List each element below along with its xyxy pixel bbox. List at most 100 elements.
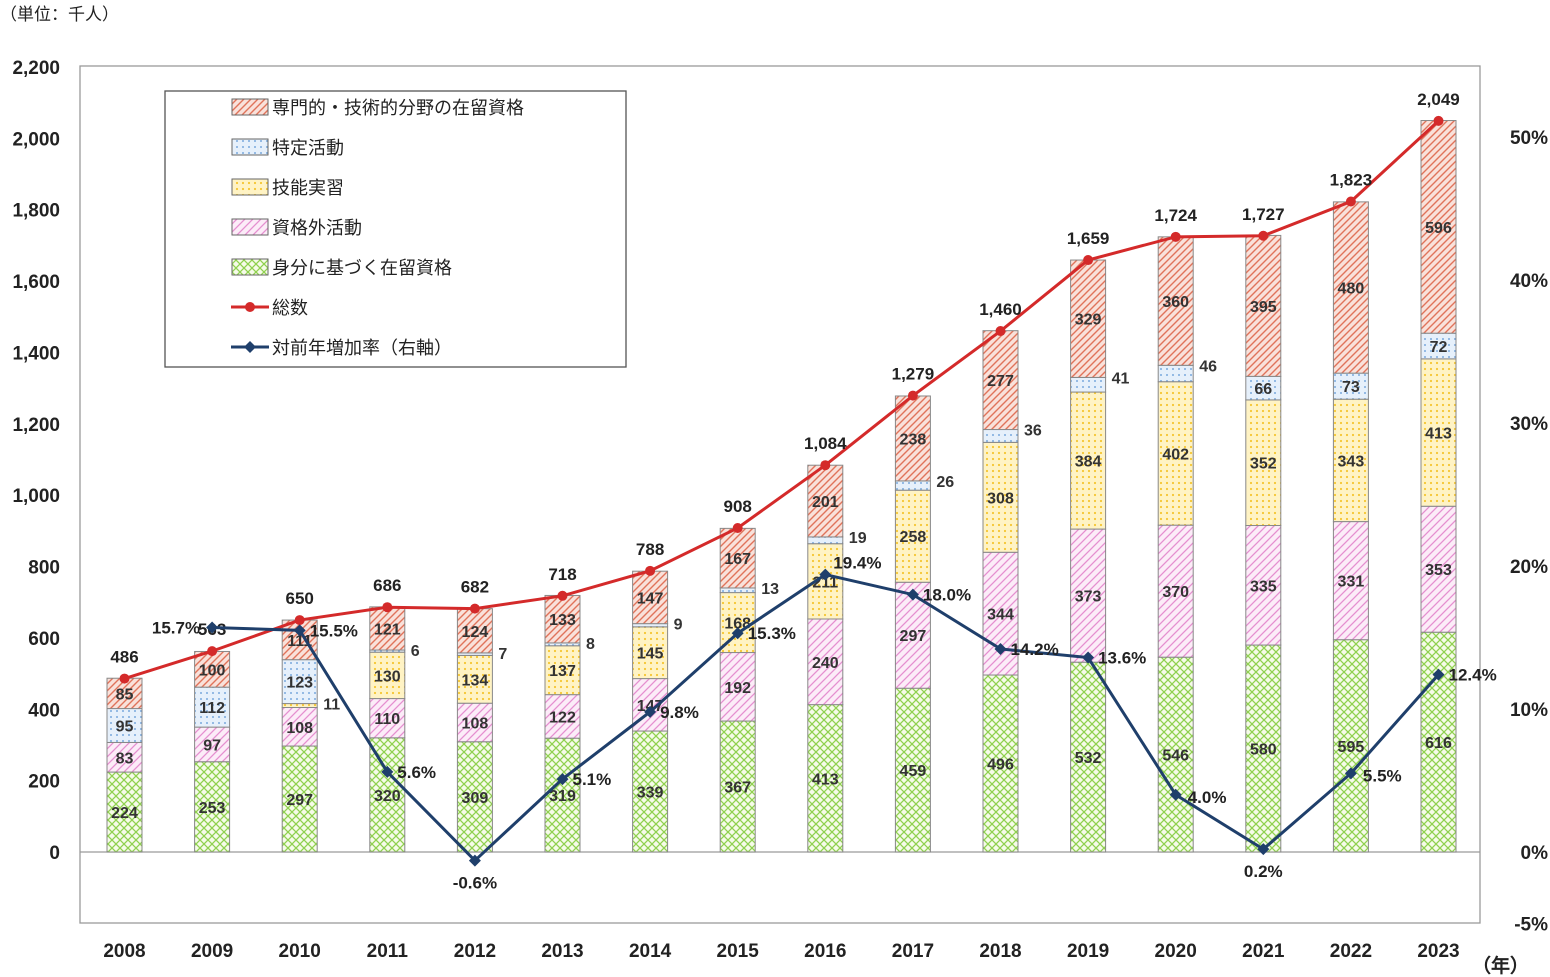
segment-label: 373	[1075, 589, 1102, 606]
segment-label: 335	[1250, 578, 1277, 595]
rate-point	[1169, 788, 1182, 801]
bar-segment	[894, 480, 931, 491]
segment-label: 124	[462, 624, 489, 641]
bar-segment	[544, 645, 581, 696]
x-tick-label: 2022	[1330, 941, 1372, 962]
rate-point	[1082, 651, 1095, 664]
legend-swatch	[231, 218, 269, 236]
segment-label: 309	[462, 790, 489, 807]
segment-label: 616	[1425, 735, 1452, 752]
bar-segment	[1157, 236, 1194, 366]
segment-label: 352	[1250, 456, 1277, 473]
rate-point	[468, 854, 481, 867]
y-tick-label: 400	[28, 700, 60, 721]
bar-segment	[369, 651, 406, 700]
segment-label: 100	[199, 662, 226, 679]
bar-segment	[1245, 525, 1282, 646]
rate-point	[906, 588, 919, 601]
segment-label: 459	[900, 763, 927, 780]
segment-label: 353	[1425, 562, 1452, 579]
x-tick-label: 2012	[454, 941, 496, 962]
y-axis-left: 0 200 400 600 800 1,000 1,200 1,400 1,600 1,800 2,…	[12, 58, 60, 864]
rate-label: 0.2%	[1244, 862, 1283, 881]
bar-segment	[1157, 524, 1194, 658]
rate-point	[1257, 843, 1270, 856]
bar-segment	[1332, 639, 1369, 853]
segment-label: 26	[936, 474, 954, 491]
segment-label: 145	[637, 646, 664, 663]
total-label: 1,823	[1330, 171, 1373, 190]
bar-segment	[982, 674, 1019, 853]
total-label: 682	[461, 578, 489, 597]
segment-label: 19	[849, 530, 867, 547]
x-axis: 2008 2009 2010 2011 2012 2013 2014 2015 2016 2017…	[103, 941, 1459, 962]
bar-segment	[719, 527, 756, 589]
bar-segment	[1332, 521, 1369, 641]
segment-label: 147	[637, 590, 664, 607]
segment-label: 13	[761, 581, 779, 598]
rate-label: 18.0%	[923, 586, 971, 605]
total-label: 718	[548, 565, 576, 584]
rate-label: 12.4%	[1449, 666, 1497, 685]
total-point	[1170, 231, 1181, 242]
total-point	[732, 523, 743, 534]
segment-label: 97	[203, 737, 221, 754]
bar-segment	[281, 659, 318, 705]
rate-label: 15.7%	[152, 618, 200, 637]
unit-label: （単位：千人）	[0, 5, 119, 25]
bar-segment	[632, 626, 669, 680]
segment-label: 343	[1338, 453, 1365, 470]
rate-label: 4.0%	[1188, 788, 1227, 807]
bar-segment	[632, 730, 669, 853]
legend-label: 総数	[272, 298, 308, 319]
bar-segment	[1332, 398, 1369, 523]
total-point	[294, 615, 305, 626]
rate-label: -0.6%	[453, 874, 497, 893]
legend-label: 専門的・技術的分野の在留資格	[272, 98, 524, 119]
bar-segment	[982, 429, 1019, 443]
x-tick-label: 2016	[804, 941, 846, 962]
total-label: 1,724	[1154, 206, 1197, 225]
bar-segment	[1332, 201, 1369, 374]
rate-point	[381, 765, 394, 778]
segment-labels: 2248395852539711210029710811123111320110…	[111, 220, 1452, 822]
segment-label: 384	[1075, 454, 1102, 471]
segment-label: 413	[1425, 426, 1452, 443]
segment-label: 413	[812, 771, 839, 788]
segment-label: 329	[1075, 312, 1102, 329]
bar-segment	[1157, 364, 1194, 383]
legend-label: 身分に基づく在留資格	[272, 258, 452, 279]
total-line: 4865636506866827187889081,0841,2791,4601…	[110, 90, 1460, 684]
y-tick-label: 2,000	[12, 129, 60, 150]
segment-label: 110	[374, 711, 400, 728]
rate-point	[1344, 767, 1357, 780]
rate-label: 5.6%	[397, 763, 436, 782]
total-point	[1433, 115, 1444, 126]
segment-label: 319	[549, 788, 576, 805]
rate-point	[994, 642, 1007, 655]
segment-label: 66	[1254, 381, 1272, 398]
bar-segment	[194, 726, 231, 763]
segment-label: 238	[900, 431, 927, 448]
y-tick-label: 1,600	[12, 272, 60, 293]
segment-label: 308	[987, 490, 1014, 507]
total-point	[469, 603, 480, 614]
legend-marker	[244, 341, 256, 353]
total-label: 908	[724, 497, 752, 516]
segment-label: 496	[987, 757, 1014, 774]
segment-label: 121	[374, 621, 401, 638]
y-tick-label: 1,800	[12, 201, 60, 222]
bar-segment	[894, 489, 931, 583]
segment-label: 108	[462, 715, 489, 732]
rate-point	[556, 773, 569, 786]
segment-label: 402	[1162, 446, 1189, 463]
rate-point	[819, 568, 832, 581]
segment-label: 8	[586, 636, 595, 653]
bar-segment	[1070, 259, 1107, 378]
rate-label: 13.6%	[1098, 649, 1146, 668]
y-tick-label: 0	[49, 843, 60, 864]
total-point	[1258, 230, 1269, 241]
y2-tick-label: -5%	[1514, 915, 1548, 936]
segment-label: 253	[199, 800, 226, 817]
segment-label: 6	[411, 643, 420, 660]
